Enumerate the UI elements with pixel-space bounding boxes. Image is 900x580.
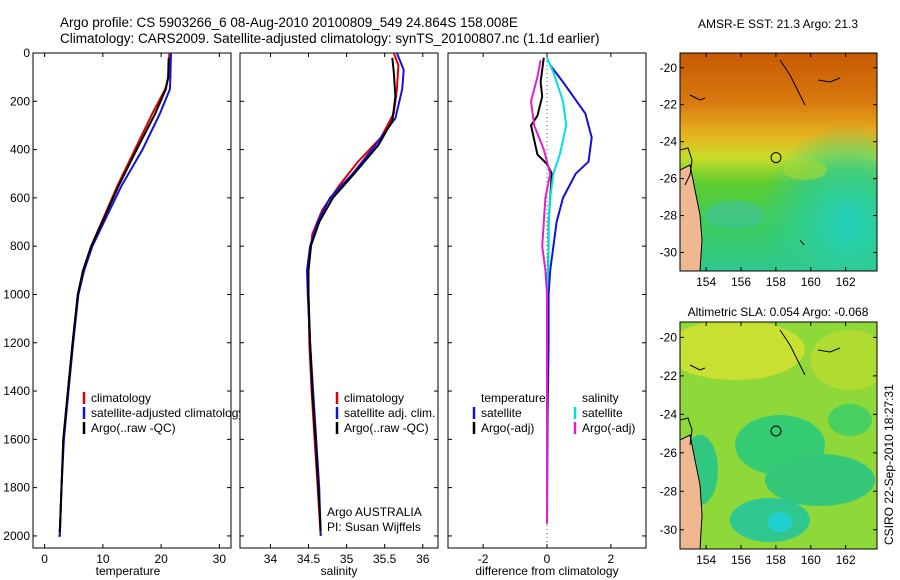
legend-satellite: satellite adj. clim.	[344, 406, 435, 420]
y-tick-label: -22	[660, 369, 678, 383]
temperature-panel: 0 10 20 30 0 200 400 600 800 1000 1200 1400 1600 1800…	[3, 46, 244, 578]
y-tick-label: 400	[10, 143, 30, 157]
header-line-2: Climatology: CARS2009. Satellite-adjuste…	[60, 31, 600, 46]
sla-map-title: Altimetric SLA: 0.054 Argo: -0.068	[688, 305, 869, 319]
series-line-salinity-satellite	[546, 57, 568, 524]
x-tick-label: -2	[478, 552, 489, 566]
x-tick-label: 2	[608, 552, 615, 566]
x-tick-label: 162	[836, 553, 856, 567]
generation-stamp: CSIRO 22-Sep-2010 18:27:31	[882, 384, 896, 545]
sla-map-image	[680, 322, 877, 549]
y-tick-label: 0	[23, 46, 30, 60]
salinity-xlabel: salinity	[321, 564, 358, 578]
y-tick-label: 2000	[3, 529, 30, 543]
sst-map-frame	[679, 52, 878, 272]
x-tick-label: 35	[340, 552, 354, 566]
argo-float-marker	[770, 152, 782, 164]
legend-temp-argo: Argo(-adj)	[481, 421, 534, 435]
y-tick-label: -28	[660, 484, 678, 498]
y-tick-label: 1200	[3, 336, 30, 350]
x-tick-label: 156	[731, 275, 751, 289]
y-tick-label: 1600	[3, 432, 30, 446]
y-tick-label: 600	[10, 191, 30, 205]
salinity-axes-frame	[239, 52, 439, 549]
temperature-axes-frame	[32, 52, 232, 549]
y-tick-label: -24	[660, 407, 678, 421]
x-tick-label: 0	[41, 552, 48, 566]
x-tick-label: 30	[213, 552, 227, 566]
x-tick-label: 160	[801, 275, 821, 289]
temperature-xlabel: temperature	[96, 564, 161, 578]
series-line-salinity-argo-adj-	[530, 60, 552, 524]
salinity-legend: climatology satellite adj. clim. Argo(..…	[335, 391, 435, 435]
annotation-institution: Argo AUSTRALIA	[327, 505, 422, 519]
legend-temperature-heading: temperature	[481, 391, 546, 405]
y-tick-label: -22	[660, 98, 678, 112]
x-tick-label: 156	[731, 553, 751, 567]
sst-map-title: AMSR-E SST: 21.3 Argo: 21.3	[698, 17, 858, 31]
argo-float-marker	[770, 425, 782, 437]
legend-sal-argo: Argo(-adj)	[582, 421, 635, 435]
x-tick-label: 154	[696, 553, 716, 567]
x-tick-label: 162	[836, 275, 856, 289]
x-tick-label: 10	[96, 552, 110, 566]
y-tick-label: -20	[660, 330, 678, 344]
legend-climatology: climatology	[91, 391, 151, 405]
difference-legend: temperature satellite Argo(-adj) salinit…	[472, 391, 635, 435]
x-tick-label: 158	[766, 553, 786, 567]
sla-map-frame	[679, 321, 878, 550]
y-tick-label: -30	[660, 523, 678, 537]
y-tick-label: -30	[660, 246, 678, 260]
difference-panel: -2 0 2 difference from climatology tempera…	[447, 52, 647, 578]
legend-temp-satellite: satellite	[481, 406, 522, 420]
legend-salinity-heading: salinity	[582, 391, 619, 405]
x-tick-label: 20	[154, 552, 168, 566]
x-tick-label: 154	[696, 275, 716, 289]
x-tick-label: 36	[416, 552, 430, 566]
x-tick-label: 160	[801, 553, 821, 567]
legend-climatology: climatology	[344, 391, 404, 405]
series-line-argo-raw-qc-	[58, 57, 170, 533]
x-tick-label: 0	[544, 552, 551, 566]
legend-argo: Argo(..raw -QC)	[91, 421, 176, 435]
series-line-temperature-satellite	[546, 64, 593, 524]
difference-xlabel: difference from climatology	[475, 564, 618, 578]
legend-argo: Argo(..raw -QC)	[344, 421, 429, 435]
y-tick-label: 200	[10, 94, 30, 108]
sst-map-panel: AMSR-E SST: 21.3 Argo: 21.3 154 156 158 160…	[660, 17, 878, 289]
x-tick-label: 35.5	[373, 552, 397, 566]
y-tick-label: -20	[660, 61, 678, 75]
temperature-legend: climatology satellite-adjusted climatolo…	[82, 391, 244, 435]
y-tick-label: -26	[660, 446, 678, 460]
y-tick-label: -28	[660, 209, 678, 223]
y-tick-label: 1800	[3, 481, 30, 495]
y-tick-label: 800	[10, 239, 30, 253]
y-tick-label: 1400	[3, 384, 30, 398]
header-line-1: Argo profile: CS 5903266_6 08-Aug-2010 2…	[60, 15, 518, 30]
annotation-pi: PI: Susan Wijffels	[327, 520, 421, 534]
y-tick-label: 1000	[3, 287, 30, 301]
x-tick-label: 34	[264, 552, 278, 566]
series-line-argo-raw-qc-	[307, 57, 397, 532]
x-tick-label: 158	[766, 275, 786, 289]
legend-sal-satellite: satellite	[582, 406, 623, 420]
sla-map-panel: Altimetric SLA: 0.054 Argo: -0.068 154 15…	[660, 305, 878, 567]
legend-satellite: satellite-adjusted climatology	[91, 406, 244, 420]
x-tick-label: 34.5	[297, 552, 321, 566]
y-tick-label: -26	[660, 172, 678, 186]
y-tick-label: -24	[660, 135, 678, 149]
salinity-panel: 34 34.5 35 35.5 36 salinity climatology sate…	[239, 52, 439, 578]
